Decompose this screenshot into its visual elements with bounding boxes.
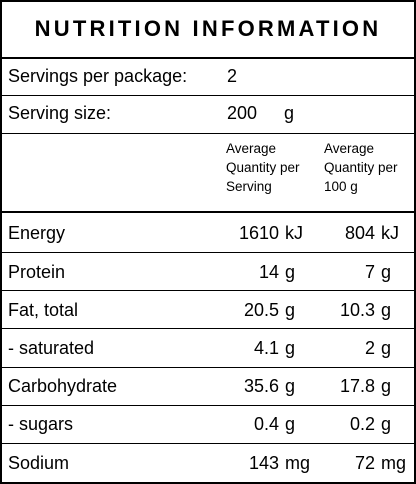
per-serving-value: 20.5 (243, 300, 279, 320)
column-header-per-100g: Average Quantity per 100 g (324, 141, 398, 194)
serving-size-value: 200 (227, 103, 258, 123)
nutrient-name: Energy (8, 223, 66, 243)
per-serving-value: 14 (258, 262, 279, 282)
nutrient-name: - sugars (8, 414, 74, 434)
divider (2, 211, 414, 213)
per-100g-unit: kJ (381, 223, 399, 243)
per-100g-value: 2 (364, 338, 375, 358)
per-100g-unit: g (381, 338, 392, 358)
per-serving-unit: mg (285, 453, 311, 473)
divider (2, 252, 414, 253)
nutrient-name: Carbohydrate (8, 376, 118, 396)
per-serving-unit: g (285, 338, 296, 358)
per-100g-unit: g (381, 262, 392, 282)
per-100g-value: 72 (354, 453, 375, 473)
divider (2, 405, 414, 406)
divider (2, 290, 414, 291)
per-serving-unit: kJ (285, 223, 303, 243)
column-header-per-serving: Average Quantity per Serving (226, 141, 300, 194)
divider (2, 133, 414, 134)
per-100g-unit: g (381, 300, 392, 320)
per-serving-value: 35.6 (243, 376, 279, 396)
divider (2, 57, 414, 59)
panel-title: NUTRITION INFORMATION (34, 16, 382, 41)
nutrient-name: Fat, total (8, 300, 79, 320)
divider (2, 367, 414, 368)
per-serving-unit: g (285, 300, 296, 320)
per-100g-value: 804 (344, 223, 375, 243)
servings-per-package-value: 2 (227, 66, 238, 86)
divider (2, 443, 414, 444)
per-100g-value: 7 (364, 262, 375, 282)
per-100g-value: 10.3 (339, 300, 375, 320)
divider (2, 328, 414, 329)
serving-size-unit: g (284, 103, 295, 123)
per-serving-value: 143 (248, 453, 279, 473)
per-100g-value: 0.2 (349, 414, 375, 434)
per-serving-unit: g (285, 262, 296, 282)
per-100g-value: 17.8 (339, 376, 375, 396)
per-serving-value: 4.1 (253, 338, 279, 358)
per-serving-unit: g (285, 414, 296, 434)
nutrient-name: - saturated (8, 338, 95, 358)
per-100g-unit: g (381, 376, 392, 396)
per-serving-value: 1610 (238, 223, 279, 243)
per-serving-value: 0.4 (253, 414, 279, 434)
per-100g-unit: g (381, 414, 392, 434)
per-100g-unit: mg (381, 453, 407, 473)
nutrient-name: Sodium (8, 453, 70, 473)
serving-size-label: Serving size: (8, 103, 112, 123)
nutrient-name: Protein (8, 262, 66, 282)
divider (2, 95, 414, 96)
servings-per-package-label: Servings per package: (8, 66, 188, 86)
per-serving-unit: g (285, 376, 296, 396)
